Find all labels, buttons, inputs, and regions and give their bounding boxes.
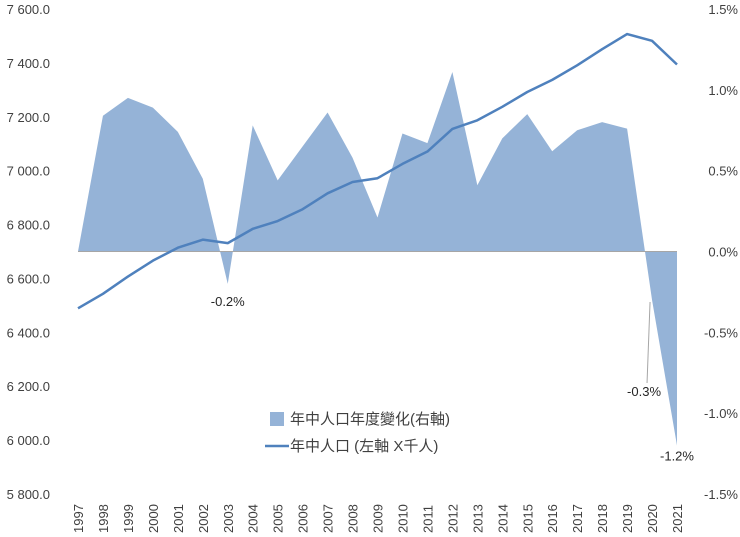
y-left-tick-label: 7 400.0 (7, 56, 50, 71)
x-tick-label: 2004 (246, 504, 261, 533)
line-series-layer (77, 32, 678, 310)
x-tick-label: 2009 (371, 504, 386, 533)
x-tick-label: 2012 (445, 504, 460, 533)
x-tick-label: 2010 (395, 504, 410, 533)
y-left-tick-label: 6 600.0 (7, 271, 50, 286)
annotations: -0.2% -0.3% -1.2% (211, 294, 695, 464)
y-right-tick-label: -1.5% (704, 487, 738, 502)
y-left-tick-label: 6 200.0 (7, 379, 50, 394)
y-right-tick-label: 0.0% (708, 245, 738, 260)
x-tick-label: 2020 (645, 504, 660, 533)
x-tick-label: 2005 (271, 504, 286, 533)
y-left-tick-label: 5 800.0 (7, 487, 50, 502)
annotation-leader-line (646, 301, 651, 384)
x-tick-label: 2016 (545, 504, 560, 533)
y-left-tick-label: 7 000.0 (7, 164, 50, 179)
x-tick-label: 2003 (221, 504, 236, 533)
line-series-population (77, 32, 678, 310)
x-tick-label: 2008 (346, 504, 361, 533)
y-right-tick-label: 0.5% (708, 164, 738, 179)
x-tick-label: 2011 (420, 505, 435, 533)
x-tick-label: 2014 (495, 504, 510, 533)
x-tick-label: 1999 (121, 504, 136, 533)
x-tick-label: 1998 (96, 504, 111, 533)
area-series-layer (78, 72, 677, 446)
y-left-tick-label: 7 200.0 (7, 110, 50, 125)
annotation-label-2003: -0.2% (211, 294, 245, 309)
x-tick-label: 2013 (470, 504, 485, 533)
y-right-tick-label: -1.0% (704, 406, 738, 421)
x-tick-label: 2006 (296, 504, 311, 533)
x-tick-label: 2021 (670, 504, 685, 533)
annotation-label-2021: -1.2% (660, 449, 694, 464)
annotation-label-2020: -0.3% (627, 384, 661, 399)
y-right-tick-label: 1.0% (708, 83, 738, 98)
y-right-tick-label: -0.5% (704, 325, 738, 340)
y-left-tick-label: 6 800.0 (7, 218, 50, 233)
x-tick-label: 1997 (71, 504, 86, 533)
y-right-tick-label: 1.5% (708, 2, 738, 17)
x-tick-label: 2002 (196, 504, 211, 533)
y-left-tick-label: 6 400.0 (7, 325, 50, 340)
y-left-tick-label: 6 000.0 (7, 433, 50, 448)
legend-area-swatch (270, 412, 284, 426)
x-tick-label: 2018 (595, 504, 610, 533)
legend-area-label: 年中人口年度變化(右軸) (290, 411, 450, 428)
legend: 年中人口年度變化(右軸) 年中人口 (左軸 X千人) (265, 411, 450, 455)
x-tick-label: 2001 (171, 504, 186, 533)
y-left-tick-label: 7 600.0 (7, 2, 50, 17)
x-tick-label: 2007 (321, 504, 336, 533)
legend-line-label: 年中人口 (左軸 X千人) (290, 438, 438, 455)
area-series-change (78, 72, 677, 446)
x-tick-label: 2019 (620, 504, 635, 533)
axes: 5 800.0 6 000.0 6 200.0 6 400.0 6 600.0 6 800… (7, 2, 739, 533)
x-tick-label: 2000 (146, 504, 161, 533)
x-tick-label: 2015 (520, 504, 535, 533)
x-tick-label: 2017 (570, 504, 585, 533)
